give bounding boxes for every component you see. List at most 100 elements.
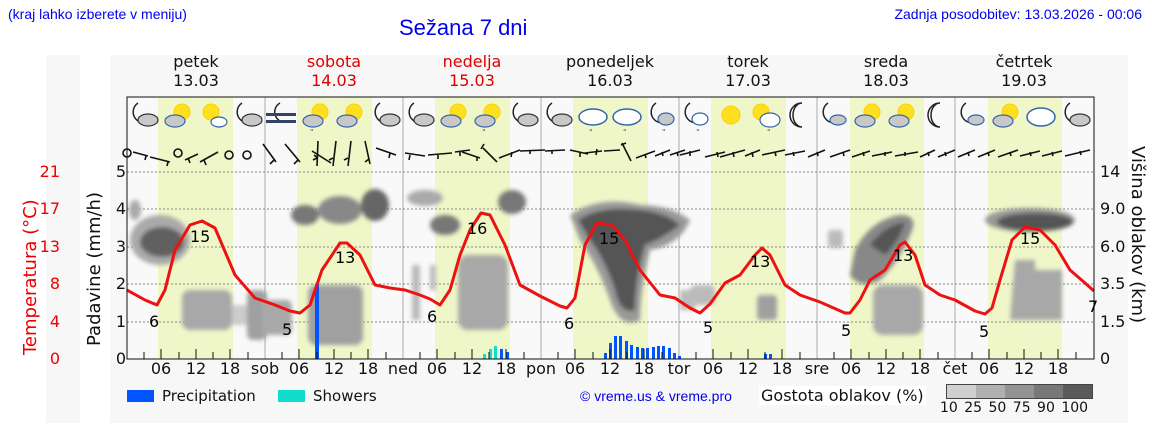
- svg-text:": ": [589, 128, 593, 137]
- sun-cloud-icon: [992, 103, 1019, 128]
- x-tick-label: tor: [667, 359, 691, 378]
- moon-cloud-icon: [960, 102, 985, 126]
- moon-cloud-rain-icon: ": [684, 102, 709, 137]
- precip-tick: 3: [115, 237, 126, 256]
- precip-tick: 0: [115, 349, 126, 368]
- temp-max-label: 13: [335, 248, 356, 267]
- x-tick-label: 06: [978, 359, 1000, 378]
- region-menu-hint[interactable]: (kraj lahko izberete v meniju): [8, 6, 187, 22]
- precip-tick: 1: [115, 312, 126, 331]
- temp-max-label: 15: [599, 229, 620, 248]
- x-tick-label: 18: [357, 359, 379, 378]
- moon-cloud-icon: [236, 102, 263, 127]
- x-tick-label: čet: [942, 359, 968, 378]
- sun-cloud-drizzle-icon: ": [302, 103, 329, 137]
- precip-tick: 4: [115, 199, 126, 218]
- x-tick-label: sre: [804, 359, 830, 378]
- cloud-height-tick: 9.0: [1100, 199, 1126, 218]
- moon-cloud-icon: [408, 102, 435, 127]
- sun-icon: [721, 105, 741, 125]
- temp-tick: 13: [39, 237, 60, 256]
- weather-icons: " " " " " " ": [132, 102, 1091, 137]
- x-tick-label: 18: [1047, 359, 1069, 378]
- day-header-petek: petek 13.03: [127, 52, 265, 90]
- x-tick-label: 12: [737, 359, 759, 378]
- sun-cloud-icon: [440, 103, 467, 128]
- svg-text:": ": [696, 128, 700, 137]
- svg-text:": ": [482, 128, 486, 137]
- day-date: 17.03: [725, 71, 771, 90]
- sun-cloud-icon: [888, 103, 915, 128]
- temp-max-label: 13: [750, 252, 771, 271]
- day-name: sobota: [306, 52, 362, 71]
- x-tick-label: 18: [495, 359, 517, 378]
- sun-cloud-rain-icon: ": [752, 103, 781, 137]
- temp-max-label: 16: [467, 219, 488, 238]
- wind-barbs: [122, 140, 1091, 167]
- moon-cloud-icon: [1064, 102, 1091, 127]
- day-name: nedelja: [442, 52, 502, 71]
- moon-icon: [789, 102, 803, 128]
- day-header-ponedeljek: ponedeljek 16.03: [541, 52, 679, 90]
- day-name: torek: [727, 52, 769, 71]
- cloud-height-tick: 0: [1100, 349, 1111, 368]
- temperature-axis-label: Temperatura (°C): [20, 199, 41, 355]
- moon-cloud-icon: [546, 102, 573, 127]
- showers-swatch: [278, 390, 305, 402]
- temp-tick: 21: [39, 162, 60, 181]
- moon-cloud-rain-icon: ": [650, 102, 675, 137]
- temp-tick: 4: [49, 312, 60, 331]
- day-date: 16.03: [587, 71, 633, 90]
- x-tick-label: 12: [185, 359, 207, 378]
- cloud-height-tick: 1.5: [1100, 312, 1126, 331]
- day-header-sobota: sobota 14.03: [265, 52, 403, 90]
- x-tick-label: 06: [150, 359, 172, 378]
- day-header-nedelja: nedelja 15.03: [403, 52, 541, 90]
- x-tick-label: 18: [633, 359, 655, 378]
- cloud-density-label: Gostota oblakov (%): [759, 386, 926, 405]
- svg-text:": ": [310, 128, 314, 137]
- cloud-height-tick: 6.0: [1100, 237, 1126, 256]
- day-date: 18.03: [863, 71, 909, 90]
- svg-text:": ": [767, 128, 771, 137]
- x-tick-label: 12: [875, 359, 897, 378]
- x-tick-label: 12: [461, 359, 483, 378]
- moon-icon: [927, 102, 941, 128]
- temp-tick: 0: [49, 349, 60, 368]
- temp-max-label: 13: [893, 246, 914, 265]
- x-tick-label: 18: [771, 359, 793, 378]
- temp-min-label: 6: [427, 307, 438, 326]
- cloud-height-axis-label: Višina oblakov (km): [1127, 146, 1148, 324]
- temp-min-label: 5: [282, 320, 293, 339]
- day-header-torek: torek 17.03: [679, 52, 817, 90]
- x-tick-label: sob: [250, 359, 280, 378]
- cloud-density-ticks: 10 25 50 75 90 100: [940, 400, 1089, 416]
- temp-min-label: 5: [703, 318, 714, 337]
- shower-bars: [483, 346, 497, 359]
- cloud-density-blobs: [129, 189, 1075, 345]
- sun-cloud-drizzle-icon: ": [474, 103, 501, 137]
- day-name: ponedeljek: [566, 52, 654, 71]
- x-tick-label: ned: [387, 359, 419, 378]
- legend-label: Showers: [313, 387, 377, 405]
- sun-cloud-icon: [164, 103, 191, 128]
- day-header-cetrtek: četrtek 19.03: [955, 52, 1093, 90]
- day-name: petek: [173, 52, 219, 71]
- cloud-density-scale: [946, 384, 1093, 399]
- moon-cloud-icon: [822, 102, 847, 126]
- day-name: četrtek: [995, 52, 1053, 71]
- copyright-link[interactable]: © vreme.us & vreme.pro: [580, 388, 732, 404]
- temperature-axis-panel: [46, 55, 80, 423]
- temp-tick: 8: [49, 274, 60, 293]
- legend-showers: Showers: [278, 387, 377, 405]
- cloud-rain-icon: ": [612, 108, 642, 137]
- cloud-height-tick: 14: [1100, 162, 1121, 181]
- x-tick-label: 06: [702, 359, 724, 378]
- precipitation-swatch: [127, 390, 154, 402]
- day-date: 14.03: [311, 71, 357, 90]
- sun-cloud-icon: [854, 103, 881, 128]
- precip-tick: 2: [115, 274, 126, 293]
- svg-text:": ": [662, 128, 666, 137]
- temp-min-label: 6: [149, 312, 160, 331]
